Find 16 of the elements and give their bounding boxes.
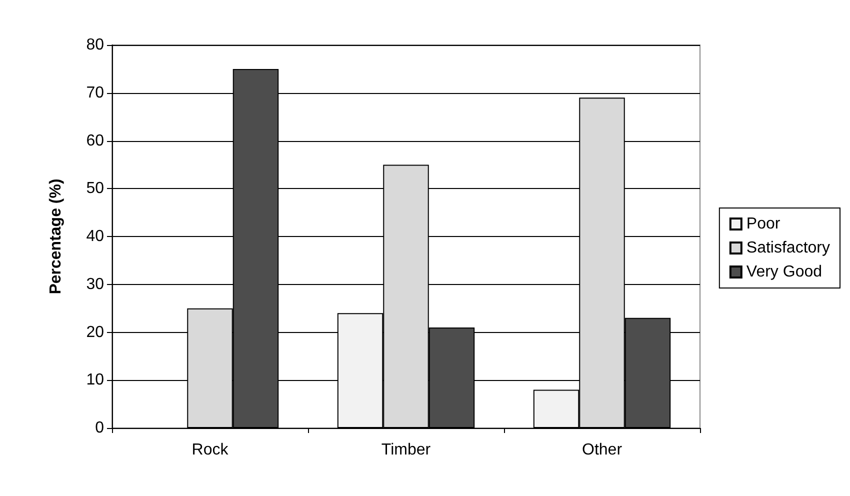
x-tick-label: Rock bbox=[192, 442, 230, 458]
y-tick-label: 70 bbox=[86, 84, 104, 102]
y-tick-label: 10 bbox=[86, 372, 104, 389]
legend-label: Satisfactory bbox=[746, 240, 830, 256]
y-tick-label: 80 bbox=[86, 36, 104, 54]
x-tick-label: Timber bbox=[381, 442, 432, 458]
legend-label: Poor bbox=[746, 216, 781, 232]
y-tick-label: 60 bbox=[86, 132, 104, 150]
legend-label: Very Good bbox=[746, 264, 822, 280]
y-axis-title: Percentage (%) bbox=[48, 178, 64, 294]
x-tick-label: Other bbox=[582, 442, 623, 458]
y-tick-label: 20 bbox=[86, 324, 104, 341]
y-tick-label: 40 bbox=[86, 228, 104, 245]
y-tick-label: 0 bbox=[95, 420, 104, 436]
y-tick-label: 30 bbox=[86, 276, 104, 293]
y-tick-label: 50 bbox=[86, 180, 104, 198]
